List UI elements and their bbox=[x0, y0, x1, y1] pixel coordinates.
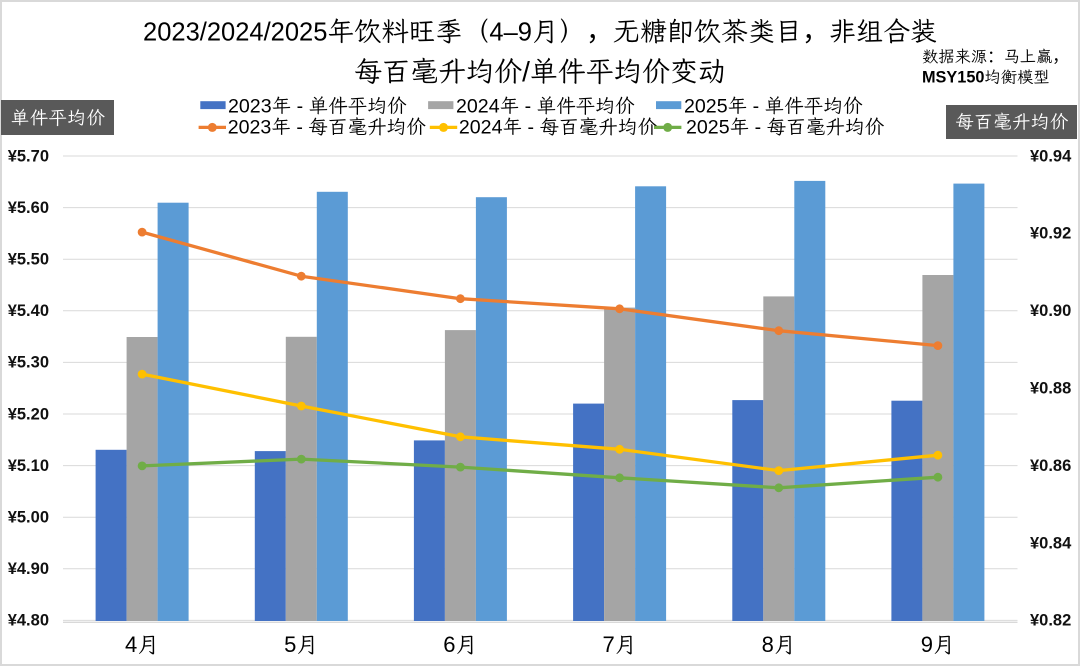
svg-text:每百毫升均价/单件平均价变动: 每百毫升均价/单件平均价变动 bbox=[354, 52, 726, 89]
svg-text:¥0.86: ¥0.86 bbox=[1030, 457, 1071, 475]
svg-text:4月: 4月 bbox=[125, 630, 159, 659]
svg-text:单件平均价: 单件平均价 bbox=[11, 106, 106, 130]
svg-text:MSY150均衡模型: MSY150均衡模型 bbox=[922, 66, 1050, 88]
svg-text:¥5.50: ¥5.50 bbox=[8, 251, 49, 269]
svg-text:9月: 9月 bbox=[921, 630, 955, 659]
svg-text:数据来源：马上赢，: 数据来源：马上赢， bbox=[922, 43, 1069, 67]
svg-text:2024年 - 每百毫升均价: 2024年 - 每百毫升均价 bbox=[459, 114, 658, 140]
svg-text:¥0.90: ¥0.90 bbox=[1030, 302, 1071, 320]
svg-text:¥4.90: ¥4.90 bbox=[8, 560, 49, 578]
svg-text:6月: 6月 bbox=[443, 630, 477, 659]
svg-text:¥5.10: ¥5.10 bbox=[8, 457, 49, 475]
svg-text:¥0.82: ¥0.82 bbox=[1030, 612, 1071, 630]
svg-text:2023年 - 单件平均价: 2023年 - 单件平均价 bbox=[228, 93, 407, 119]
svg-text:¥5.30: ¥5.30 bbox=[8, 354, 49, 372]
svg-text:每百毫升均价: 每百毫升均价 bbox=[955, 110, 1069, 134]
svg-text:2023年 - 每百毫升均价: 2023年 - 每百毫升均价 bbox=[228, 114, 427, 140]
svg-text:¥0.88: ¥0.88 bbox=[1030, 380, 1071, 398]
svg-text:2025年 - 单件平均价: 2025年 - 单件平均价 bbox=[684, 93, 863, 119]
svg-text:¥5.70: ¥5.70 bbox=[8, 147, 49, 165]
svg-text:2023/2024/2025年饮料旺季（4–9月），无糖即饮: 2023/2024/2025年饮料旺季（4–9月），无糖即饮茶类目，非组合装 bbox=[143, 10, 937, 49]
svg-text:7月: 7月 bbox=[602, 630, 636, 659]
svg-text:2025年 - 每百毫升均价: 2025年 - 每百毫升均价 bbox=[686, 114, 885, 140]
svg-text:¥5.20: ¥5.20 bbox=[8, 405, 49, 423]
svg-text:¥0.94: ¥0.94 bbox=[1030, 147, 1072, 165]
svg-text:2024年 - 单件平均价: 2024年 - 单件平均价 bbox=[456, 93, 635, 119]
svg-text:¥0.92: ¥0.92 bbox=[1030, 225, 1071, 243]
svg-text:¥5.00: ¥5.00 bbox=[8, 509, 49, 527]
svg-text:¥5.60: ¥5.60 bbox=[8, 199, 49, 217]
svg-text:¥5.40: ¥5.40 bbox=[8, 302, 49, 320]
svg-text:¥0.84: ¥0.84 bbox=[1030, 534, 1072, 552]
svg-text:¥4.80: ¥4.80 bbox=[8, 612, 49, 630]
svg-text:8月: 8月 bbox=[762, 630, 796, 659]
svg-text:5月: 5月 bbox=[284, 630, 318, 659]
